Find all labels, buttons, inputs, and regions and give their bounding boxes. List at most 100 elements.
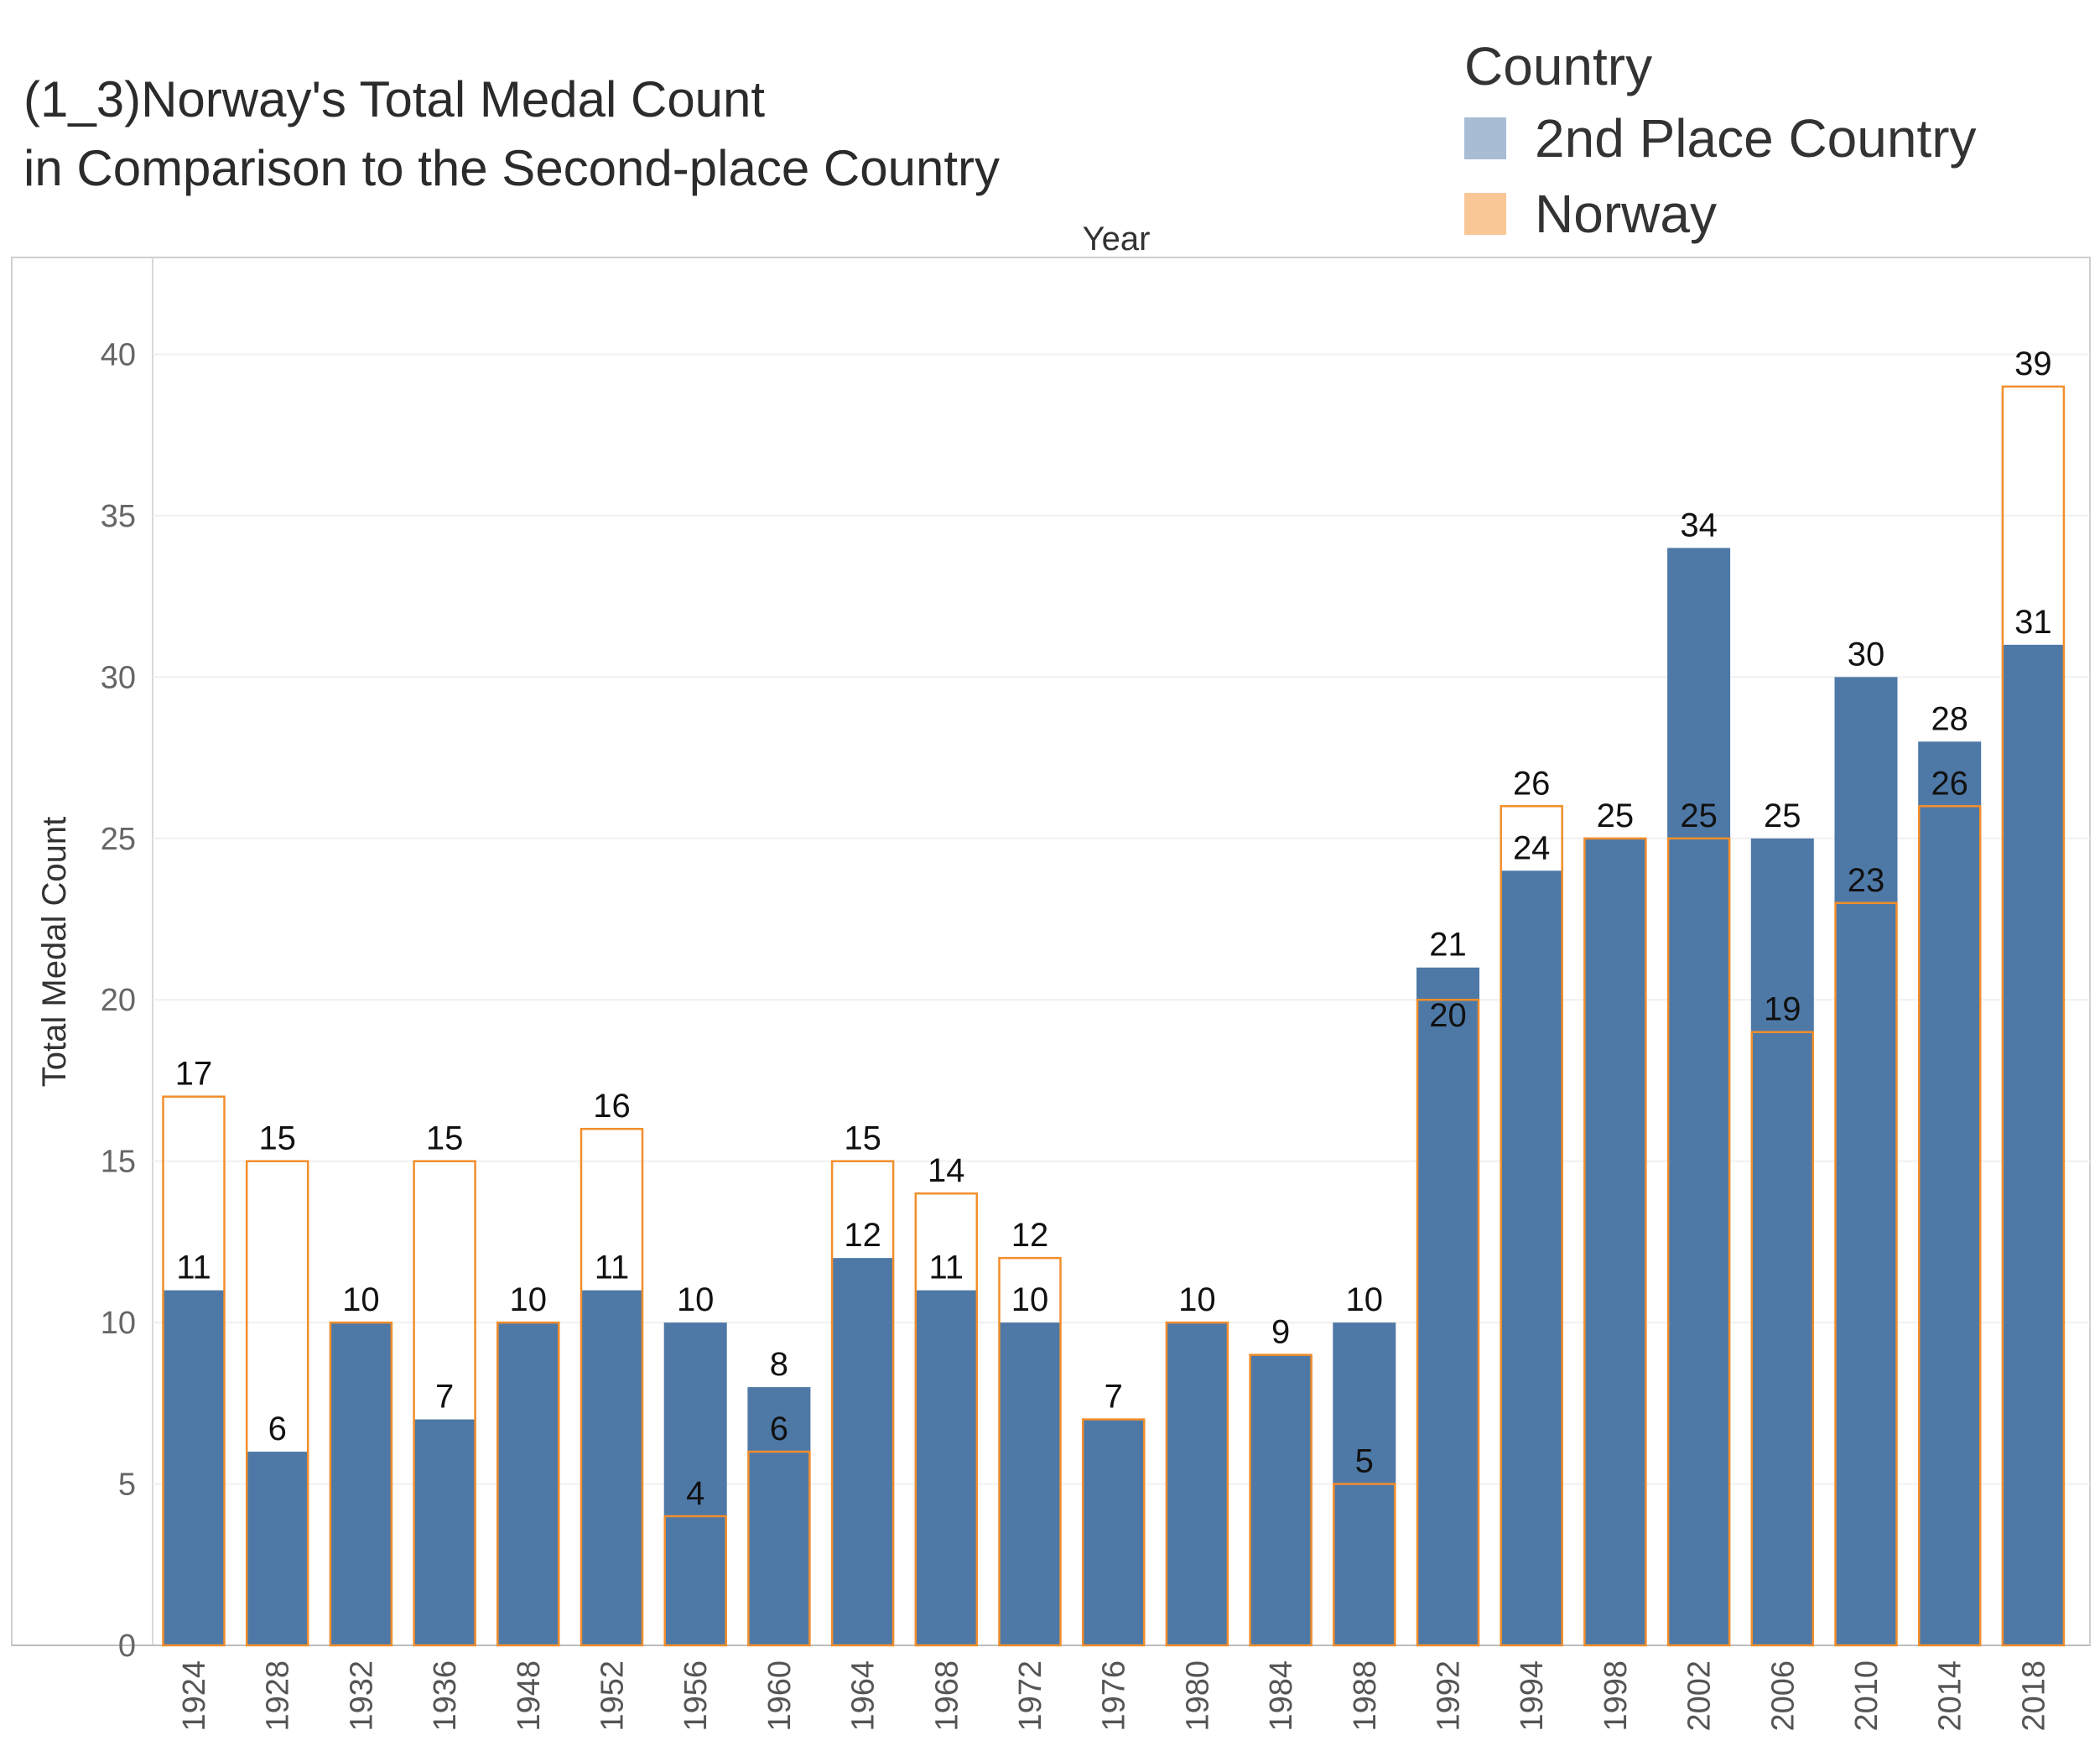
chart-title-line-2: in Comparison to the Second-place Countr… <box>23 140 1000 196</box>
bar-norway-1952[interactable] <box>580 1127 644 1647</box>
bar-2nd-place-2002[interactable] <box>1667 548 1731 1646</box>
bar-2nd-place-1980[interactable] <box>1165 1322 1229 1645</box>
data-label-low-2010: 23 <box>1848 862 1885 899</box>
x-tick-1956: 1956 <box>678 1660 714 1732</box>
bar-2nd-place-1928[interactable] <box>246 1452 309 1645</box>
series-norway-bars <box>162 385 2066 1647</box>
data-label-low-1924: 11 <box>176 1250 211 1286</box>
chart-title-line-1: (1_3)Norway's Total Medal Count <box>23 71 766 127</box>
data-label-low-1994: 24 <box>1513 829 1551 866</box>
x-tick-1984: 1984 <box>1264 1660 1299 1732</box>
data-label-low-2006: 19 <box>1764 991 1801 1028</box>
data-label-low-1956: 4 <box>686 1475 704 1512</box>
data-label-top-1972: 12 <box>1011 1217 1049 1254</box>
data-label-top-1976: 7 <box>1105 1379 1123 1416</box>
data-label-low-2002: 25 <box>1680 798 1718 834</box>
bar-2nd-place-2006[interactable] <box>1750 838 1814 1645</box>
data-label-low-1928: 6 <box>268 1411 287 1447</box>
x-tick-1980: 1980 <box>1180 1660 1215 1732</box>
data-label-top-1952: 16 <box>593 1088 631 1125</box>
bar-2nd-place-1956[interactable] <box>663 1322 727 1645</box>
x-tick-2018: 2018 <box>2016 1660 2051 1732</box>
bar-norway-1932[interactable] <box>329 1321 393 1647</box>
bar-2nd-place-1968[interactable] <box>914 1290 978 1645</box>
bar-norway-1980[interactable] <box>1165 1321 1229 1647</box>
bar-2nd-place-1960[interactable] <box>747 1387 811 1645</box>
bar-2nd-place-1984[interactable] <box>1249 1354 1312 1645</box>
y-tick-10: 10 <box>101 1306 136 1341</box>
bar-2nd-place-1948[interactable] <box>496 1322 560 1645</box>
y-tick-25: 25 <box>101 822 136 857</box>
data-label-top-1936: 15 <box>426 1120 464 1157</box>
legend-swatch-norway <box>1464 193 1506 235</box>
bar-norway-2018[interactable] <box>2001 385 2066 1647</box>
bar-2nd-place-1972[interactable] <box>998 1322 1062 1645</box>
legend-item-norway[interactable]: Norway <box>1464 176 1977 252</box>
bar-norway-1924[interactable] <box>162 1095 226 1647</box>
x-tick-1948: 1948 <box>512 1660 547 1732</box>
x-tick-2006: 2006 <box>1765 1660 1801 1732</box>
bar-norway-1992[interactable] <box>1416 998 1480 1647</box>
bar-2nd-place-2018[interactable] <box>2001 644 2065 1645</box>
bar-2nd-place-2010[interactable] <box>1834 677 1898 1645</box>
y-tick-labels: 0 5 10 15 20 25 30 35 40 <box>101 337 136 1664</box>
bar-2nd-place-1998[interactable] <box>1583 838 1647 1645</box>
bar-norway-1998[interactable] <box>1583 837 1647 1647</box>
x-tick-1968: 1968 <box>929 1660 964 1732</box>
data-label-top-1956: 10 <box>677 1281 715 1318</box>
y-tick-35: 35 <box>101 499 136 534</box>
legend-label-norway: Norway <box>1535 184 1717 244</box>
data-label-low-2014: 26 <box>1931 765 1968 802</box>
bar-norway-1988[interactable] <box>1333 1483 1396 1647</box>
bar-norway-2010[interactable] <box>1834 901 1898 1647</box>
data-label-top-1980: 10 <box>1178 1281 1216 1318</box>
bar-norway-1936[interactable] <box>413 1160 476 1647</box>
bar-norway-1984[interactable] <box>1249 1354 1312 1647</box>
data-label-low-1972: 10 <box>1011 1281 1049 1318</box>
bar-2nd-place-1994[interactable] <box>1500 870 1563 1645</box>
bar-2nd-place-1976[interactable] <box>1082 1419 1146 1645</box>
y-tick-5: 5 <box>118 1468 136 1503</box>
bar-2nd-place-1924[interactable] <box>162 1290 226 1645</box>
bar-norway-2006[interactable] <box>1750 1031 1815 1647</box>
bar-2nd-place-1964[interactable] <box>831 1258 895 1645</box>
bar-norway-1948[interactable] <box>496 1321 560 1647</box>
data-label-top-1948: 10 <box>510 1281 548 1318</box>
bar-2nd-place-1952[interactable] <box>580 1290 643 1645</box>
x-tick-1998: 1998 <box>1598 1660 1634 1732</box>
x-tick-1972: 1972 <box>1013 1660 1048 1732</box>
data-label-low-1992: 20 <box>1429 997 1467 1034</box>
data-label-top-1932: 10 <box>342 1281 380 1318</box>
bar-norway-1928[interactable] <box>245 1160 309 1647</box>
bar-2nd-place-1992[interactable] <box>1416 967 1479 1645</box>
data-label-top-1998: 25 <box>1597 798 1635 834</box>
bar-2nd-place-1936[interactable] <box>413 1419 476 1645</box>
data-label-low-1952: 11 <box>595 1250 630 1286</box>
data-label-top-1928: 15 <box>258 1120 296 1157</box>
bar-norway-1994[interactable] <box>1500 805 1563 1647</box>
bar-2nd-place-1932[interactable] <box>329 1322 392 1645</box>
bar-norway-1976[interactable] <box>1081 1418 1146 1647</box>
legend-item-2nd-place[interactable]: 2nd Place Country <box>1464 101 1977 176</box>
y-tick-20: 20 <box>101 983 136 1018</box>
y-tick-30: 30 <box>101 660 136 695</box>
legend: Country 2nd Place Country Norway <box>1464 35 1977 252</box>
data-label-top-1984: 9 <box>1271 1314 1290 1351</box>
bar-norway-1968[interactable] <box>914 1192 979 1647</box>
data-label-top-1968: 14 <box>928 1152 965 1189</box>
x-tick-1960: 1960 <box>762 1660 798 1732</box>
x-tick-1952: 1952 <box>595 1660 631 1732</box>
x-tick-1936: 1936 <box>428 1660 463 1732</box>
legend-title: Country <box>1464 36 1653 96</box>
bar-norway-1956[interactable] <box>663 1515 727 1647</box>
x-tick-1976: 1976 <box>1097 1660 1132 1732</box>
bar-norway-1972[interactable] <box>998 1256 1062 1647</box>
bar-norway-2014[interactable] <box>1917 805 1982 1647</box>
bar-norway-2002[interactable] <box>1666 837 1731 1647</box>
bar-2nd-place-2014[interactable] <box>1918 741 1982 1645</box>
bar-norway-1960[interactable] <box>747 1450 811 1647</box>
x-tick-1992: 1992 <box>1432 1660 1467 1732</box>
bar-norway-1964[interactable] <box>830 1160 895 1647</box>
x-tick-1932: 1932 <box>344 1660 379 1732</box>
